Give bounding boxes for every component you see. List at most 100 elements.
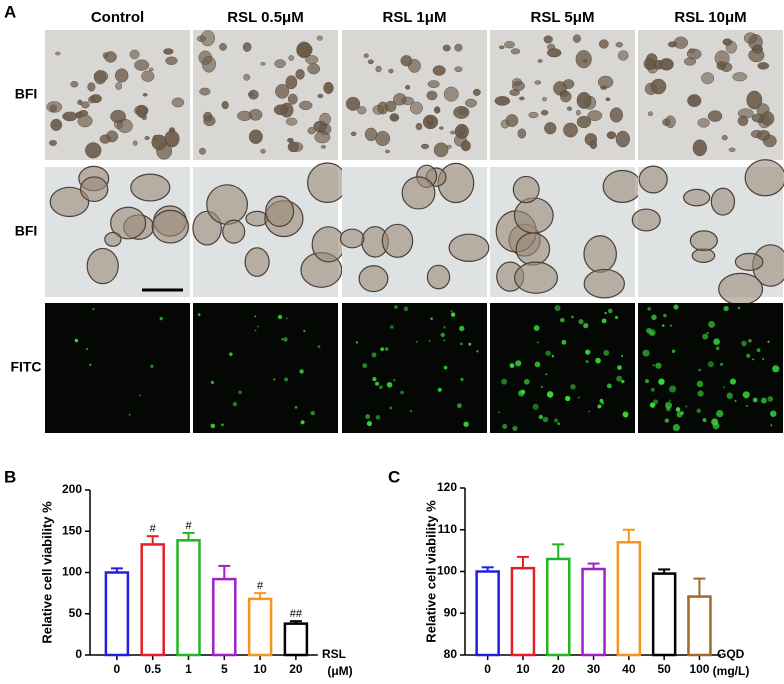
row-label: FITC [10,359,41,375]
fluorescent-spot [601,318,607,324]
organoid [200,30,215,47]
y-tick-label: 200 [62,482,82,496]
fluorescent-spot [664,418,670,423]
fluorescent-spot [546,391,554,398]
organoid [345,96,361,111]
fluorescent-spot [299,369,304,374]
y-axis-label: Relative cell viability % [39,501,54,644]
organoid [434,106,441,114]
fluorescent-spot [756,348,761,352]
fluorescent-spot [394,305,398,309]
organoid [110,206,147,240]
x-tick-label: 5 [221,662,228,676]
organoid [587,110,603,121]
organoid [576,92,592,109]
fluorescent-spot [671,349,676,353]
fluorescent-spot [542,416,549,423]
organoid [744,159,784,197]
fluorescent-spot [380,347,385,352]
micrograph [45,165,190,297]
fluorescent-spot [729,378,737,385]
organoid [171,97,185,108]
fluorescent-spot [617,365,622,370]
organoid [415,122,423,131]
image-background [193,303,338,433]
organoid [295,69,305,80]
bar [687,595,712,657]
fluorescent-spot [707,361,714,368]
organoid [450,130,456,135]
fluorescent-spot [273,378,276,381]
fluorescent-spot [443,365,448,370]
fluorescent-spot [585,359,589,364]
organoid [203,115,216,127]
organoid [79,176,109,203]
fluorescent-spot [238,390,242,395]
fluorescent-spot [551,354,554,358]
fluorescent-spot [663,313,667,318]
fluorescent-spot [723,386,726,389]
fluorescent-spot [390,325,394,329]
fluorescent-spot [675,407,681,412]
fluorescent-spot [229,352,233,356]
organoid [582,59,588,63]
organoid [566,106,573,111]
organoid [420,143,430,149]
fluorescent-spot [588,410,591,413]
organoid [243,73,251,81]
image-background [342,303,487,433]
fluorescent-spot [150,364,154,368]
fluorescent-spot [661,324,665,327]
fluorescent-spot [476,350,479,353]
fluorescent-spot [715,346,720,351]
fluorescent-spot [375,415,381,420]
y-tick-label: 150 [62,523,82,537]
organoid [432,65,446,76]
fluorescent-spot [713,338,720,346]
organoid [472,88,481,96]
row-label: BFI [15,223,38,239]
fluorescent-spot [460,342,463,346]
fluorescent-spot [545,350,551,356]
organoid [602,169,643,204]
organoid [426,116,433,124]
organoid [454,66,463,73]
organoid [285,75,298,90]
micrograph [631,159,784,306]
fluorescent-spot [653,399,659,405]
organoid [583,268,625,299]
organoid [446,144,452,149]
fluorescent-spot [644,379,650,384]
fluorescent-spot [770,424,773,427]
fluorescent-spot [746,353,751,358]
fluorescent-spot [374,381,380,386]
fluorescent-spot [365,414,371,420]
fluorescent-spot [697,390,704,397]
organoid [75,111,83,119]
organoid [512,175,540,204]
fluorescent-spot [570,384,576,390]
organoid [297,42,313,57]
organoid [512,78,522,86]
y-tick-label: 110 [438,522,458,536]
organoid [247,92,254,97]
organoid [265,195,295,228]
fluorescent-spot [366,420,373,427]
fluorescent-spot [379,385,383,389]
row-label: BFI [15,86,38,102]
organoid [148,67,154,72]
organoid [748,48,765,63]
fluorescent-spot [622,411,629,418]
fluorescent-spot [300,420,305,425]
organoid [93,70,107,85]
organoid [426,264,451,290]
organoid [87,82,96,92]
organoid [104,231,122,247]
y-tick-label: 100 [437,564,457,578]
fluorescent-spot [665,401,673,409]
fluorescent-spot [676,411,683,418]
organoid [198,50,213,65]
fluorescent-spot [655,362,662,369]
fluorescent-spot [540,385,544,389]
fluorescent-spot [389,406,393,410]
